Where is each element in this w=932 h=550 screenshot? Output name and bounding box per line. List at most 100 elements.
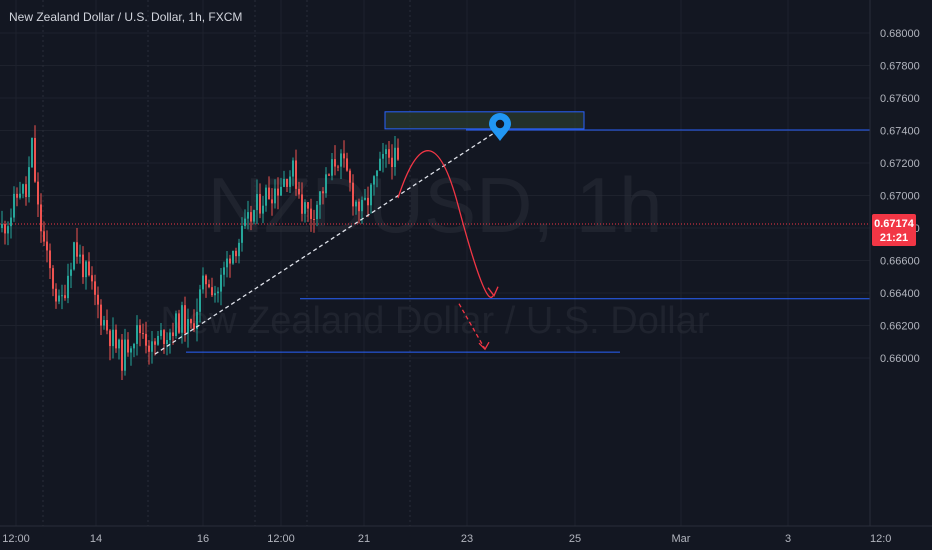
candle-body bbox=[373, 176, 375, 185]
trendline[interactable] bbox=[154, 131, 496, 355]
candle-body bbox=[292, 160, 294, 177]
pin-hole bbox=[495, 119, 505, 129]
arrow-head-icon bbox=[487, 286, 499, 297]
candle-body bbox=[322, 191, 324, 194]
candle-body bbox=[4, 224, 6, 234]
candle-body bbox=[286, 178, 288, 187]
candle-body bbox=[151, 341, 153, 352]
candle-body bbox=[40, 204, 42, 232]
candle-body bbox=[253, 210, 255, 222]
candle-body bbox=[235, 250, 237, 257]
candle-body bbox=[334, 159, 336, 167]
candle-body bbox=[223, 267, 225, 275]
candle-body bbox=[19, 193, 21, 198]
candle-body bbox=[361, 199, 363, 212]
candle-body bbox=[181, 305, 183, 333]
candle-body bbox=[217, 291, 219, 294]
candle-body bbox=[370, 184, 372, 206]
time-tick-label: 16 bbox=[197, 533, 209, 545]
candle-body bbox=[331, 159, 333, 176]
last-price-tag-bg bbox=[872, 214, 916, 246]
candle-body bbox=[190, 319, 192, 324]
candle-body bbox=[148, 345, 150, 352]
candle-body bbox=[91, 275, 93, 282]
last-price-value: 0.67174 bbox=[874, 218, 915, 230]
candle-body bbox=[169, 332, 171, 341]
candle-body bbox=[262, 205, 264, 214]
candle-body bbox=[340, 153, 342, 167]
candle-body bbox=[64, 295, 66, 299]
candle-body bbox=[118, 339, 120, 349]
price-tick-label: 0.66200 bbox=[880, 321, 920, 333]
time-tick-label: 12:00 bbox=[267, 533, 295, 545]
drawings[interactable] bbox=[154, 111, 870, 355]
candle-body bbox=[13, 193, 15, 218]
candle-body bbox=[52, 268, 54, 289]
candle-body bbox=[205, 275, 207, 285]
candle-body bbox=[61, 295, 63, 297]
supply-zone-rectangle[interactable] bbox=[384, 111, 585, 130]
candle-body bbox=[277, 188, 279, 196]
last-price-tag: 0.67174 21:21 bbox=[872, 214, 916, 246]
candle-body bbox=[343, 153, 345, 159]
candle-body bbox=[85, 261, 87, 278]
candle-body bbox=[385, 149, 387, 155]
candle-body bbox=[358, 201, 360, 212]
candle-body bbox=[388, 149, 390, 158]
symbol-title[interactable]: New Zealand Dollar / U.S. Dollar, 1h, FX… bbox=[9, 10, 242, 24]
candle-body bbox=[82, 254, 84, 278]
price-tick-label: 0.67400 bbox=[880, 126, 920, 138]
candle-body bbox=[97, 294, 99, 305]
candle-body bbox=[76, 242, 78, 257]
candle-body bbox=[289, 176, 291, 187]
candle-body bbox=[268, 187, 270, 200]
candle-body bbox=[100, 304, 102, 326]
candle-body bbox=[307, 202, 309, 209]
watermark-name: New Zealand Dollar / U.S. Dollar bbox=[160, 300, 709, 342]
candle-body bbox=[265, 187, 267, 206]
candle-body bbox=[145, 333, 147, 346]
candle-body bbox=[232, 250, 234, 264]
candle-body bbox=[22, 184, 24, 194]
time-tick-label: 25 bbox=[569, 533, 581, 545]
candle-body bbox=[382, 154, 384, 159]
candle-body bbox=[352, 182, 354, 207]
candle-body bbox=[115, 329, 117, 349]
candle-body bbox=[259, 194, 261, 214]
location-pin-icon[interactable] bbox=[489, 113, 511, 141]
candle-body bbox=[328, 174, 330, 176]
candle-body bbox=[319, 191, 321, 205]
price-tick-label: 0.66400 bbox=[880, 288, 920, 300]
candle-body bbox=[229, 258, 231, 264]
secondary-arrow-head-icon bbox=[478, 341, 490, 351]
candle-body bbox=[70, 269, 72, 276]
candle-body bbox=[367, 197, 369, 206]
candle-body bbox=[130, 348, 132, 353]
secondary-projection-arrow[interactable] bbox=[458, 303, 486, 350]
candle-body bbox=[301, 194, 303, 214]
time-tick-label: 14 bbox=[90, 533, 102, 545]
time-axis[interactable]: 12:00 14 16 12:00 21 23 25 Mar 3 12:0 bbox=[2, 533, 891, 545]
projection-arrow[interactable] bbox=[397, 150, 494, 298]
time-axis-background bbox=[0, 526, 932, 550]
candle-body bbox=[304, 202, 306, 214]
price-tick-label: 0.66600 bbox=[880, 256, 920, 268]
candle-body bbox=[184, 305, 186, 334]
candle-body bbox=[67, 275, 69, 299]
candle-body bbox=[208, 284, 210, 288]
price-tick-label: 0.68000 bbox=[880, 28, 920, 40]
candle-body bbox=[244, 218, 246, 226]
candle-body bbox=[337, 166, 339, 168]
candle-body bbox=[283, 178, 285, 187]
last-price-countdown: 21:21 bbox=[880, 232, 908, 244]
candle-body bbox=[298, 188, 300, 195]
candle-body bbox=[397, 147, 399, 160]
candle-body bbox=[391, 157, 393, 168]
price-tick-label: 0.67000 bbox=[880, 191, 920, 203]
candle-body bbox=[73, 242, 75, 270]
candle-body bbox=[166, 340, 168, 345]
candle-body bbox=[313, 219, 315, 221]
